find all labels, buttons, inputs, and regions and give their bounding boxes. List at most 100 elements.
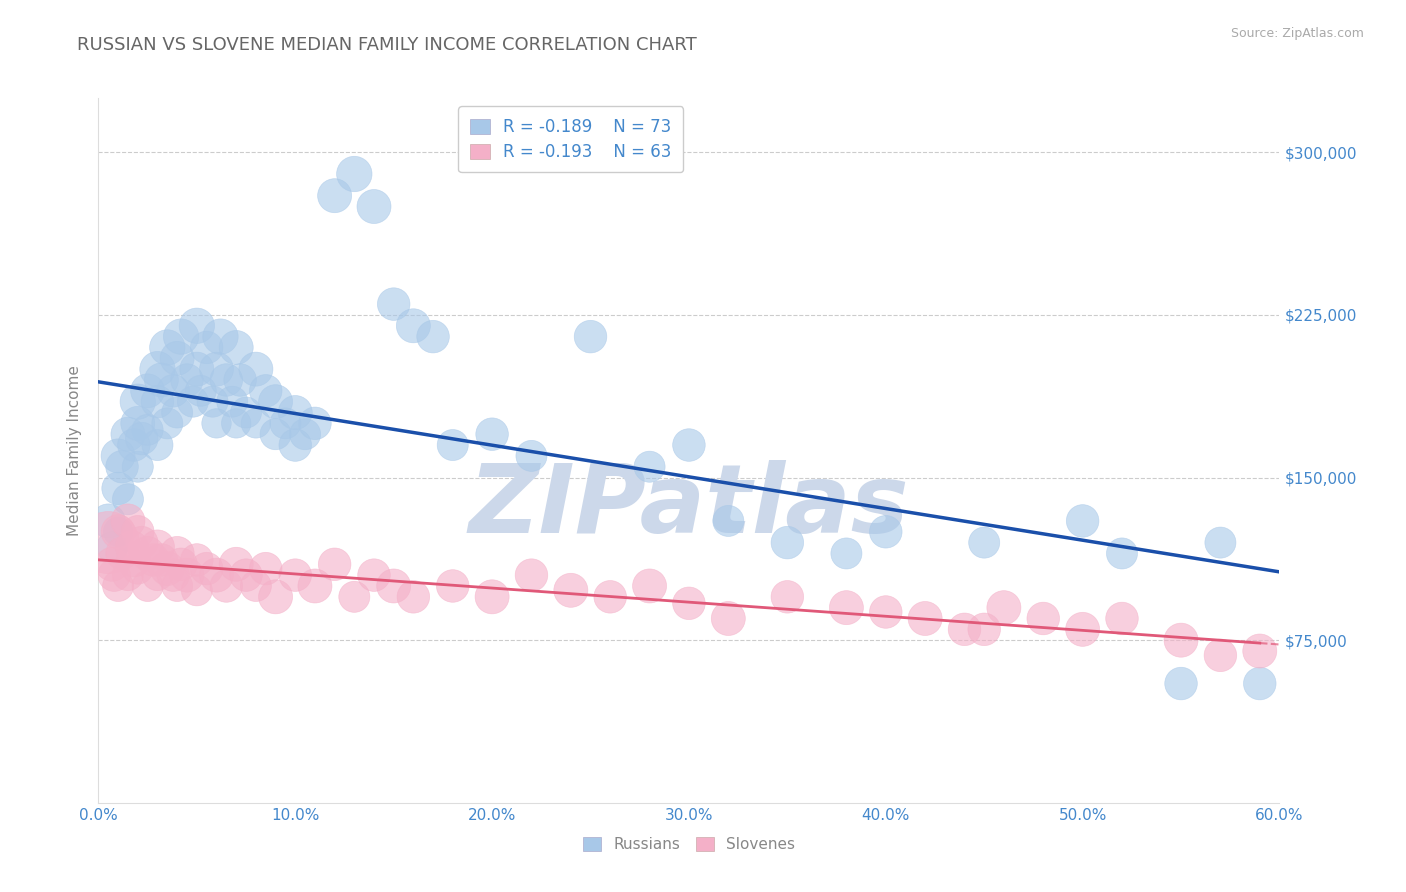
Point (579, 329, 602, 343)
Point (343, 167, 366, 181)
Point (136, 546, 159, 560)
Point (127, 524, 149, 539)
Point (638, 579, 661, 593)
Point (245, 579, 267, 593)
Point (136, 423, 159, 437)
Point (382, 297, 405, 311)
Point (363, 568, 385, 582)
Point (1209, 535, 1232, 549)
Point (835, 600, 858, 615)
Point (127, 459, 149, 474)
Legend: Russians, Slovenes: Russians, Slovenes (576, 831, 801, 859)
Point (776, 590, 799, 604)
Point (176, 373, 198, 387)
Point (264, 427, 287, 442)
Point (304, 579, 326, 593)
Point (97, 514, 120, 528)
Point (156, 561, 179, 575)
Point (156, 417, 179, 431)
Text: Source: ZipAtlas.com: Source: ZipAtlas.com (1230, 27, 1364, 40)
Point (225, 341, 247, 355)
Point (146, 394, 169, 409)
Point (215, 579, 238, 593)
Point (195, 341, 218, 355)
Y-axis label: Median Family Income: Median Family Income (67, 365, 83, 536)
Point (107, 524, 129, 539)
Point (195, 561, 218, 575)
Point (1170, 633, 1192, 648)
Point (973, 535, 995, 549)
Point (201, 394, 224, 409)
Point (254, 384, 277, 398)
Point (304, 417, 326, 431)
Point (142, 553, 165, 567)
Point (215, 373, 238, 387)
Point (146, 568, 169, 582)
Point (121, 540, 143, 554)
Point (107, 449, 129, 463)
Point (136, 384, 159, 398)
Point (1249, 676, 1271, 690)
Point (176, 568, 198, 582)
Point (993, 600, 1015, 615)
Point (136, 579, 159, 593)
Point (520, 449, 543, 463)
Point (294, 427, 316, 442)
Point (107, 482, 129, 496)
Point (131, 432, 153, 446)
Point (101, 540, 124, 554)
Point (97, 535, 120, 549)
Point (284, 438, 307, 452)
Point (127, 561, 149, 575)
Point (107, 524, 129, 539)
Point (127, 394, 149, 409)
Point (973, 623, 995, 637)
Point (914, 611, 936, 625)
Point (122, 553, 145, 567)
Point (166, 579, 188, 593)
Point (323, 188, 346, 202)
Point (166, 351, 188, 366)
Point (181, 394, 204, 409)
Point (205, 362, 228, 376)
Point (953, 623, 976, 637)
Point (1209, 648, 1232, 663)
Point (1111, 611, 1133, 625)
Point (382, 579, 405, 593)
Point (441, 438, 464, 452)
Point (678, 596, 700, 610)
Text: ZIPatlas: ZIPatlas (468, 460, 910, 553)
Point (284, 568, 307, 582)
Point (122, 438, 145, 452)
Point (402, 590, 425, 604)
Point (225, 558, 247, 572)
Point (264, 590, 287, 604)
Point (150, 373, 173, 387)
Point (678, 438, 700, 452)
Point (520, 568, 543, 582)
Point (235, 568, 257, 582)
Point (1170, 676, 1192, 690)
Point (170, 329, 193, 343)
Point (156, 341, 179, 355)
Point (560, 583, 582, 598)
Point (205, 568, 228, 582)
Point (107, 579, 129, 593)
Point (284, 405, 307, 419)
Point (205, 417, 228, 431)
Point (229, 373, 252, 387)
Point (131, 535, 153, 549)
Point (875, 605, 897, 619)
Point (103, 568, 125, 582)
Point (254, 561, 277, 575)
Point (117, 427, 139, 442)
Point (111, 459, 134, 474)
Text: RUSSIAN VS SLOVENE MEDIAN FAMILY INCOME CORRELATION CHART: RUSSIAN VS SLOVENE MEDIAN FAMILY INCOME … (77, 36, 697, 54)
Point (264, 394, 287, 409)
Point (162, 384, 184, 398)
Point (235, 405, 257, 419)
Point (186, 553, 208, 567)
Point (190, 384, 212, 398)
Point (1249, 644, 1271, 658)
Point (402, 318, 425, 333)
